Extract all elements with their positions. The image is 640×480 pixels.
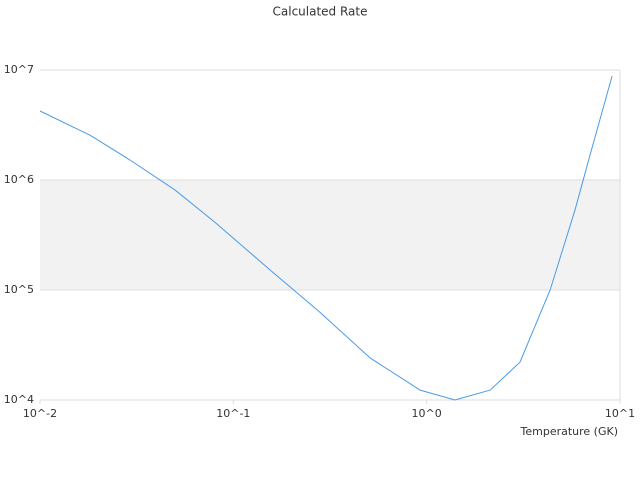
- y-tick-label: 10^4: [4, 393, 34, 406]
- x-axis-label: Temperature (GK): [520, 425, 619, 438]
- x-tick-label: 10^-2: [23, 407, 57, 420]
- y-tick-label: 10^7: [4, 63, 34, 76]
- grid-band: [40, 180, 620, 290]
- x-tick-label: 10^-1: [216, 407, 250, 420]
- x-tick-label: 10^1: [605, 407, 635, 420]
- data-line: [39, 75, 613, 401]
- y-tick-label: 10^6: [4, 173, 34, 186]
- y-tick-label: 10^5: [4, 283, 34, 296]
- x-tick-label: 10^0: [412, 407, 442, 420]
- chart-title: Calculated Rate: [273, 5, 368, 19]
